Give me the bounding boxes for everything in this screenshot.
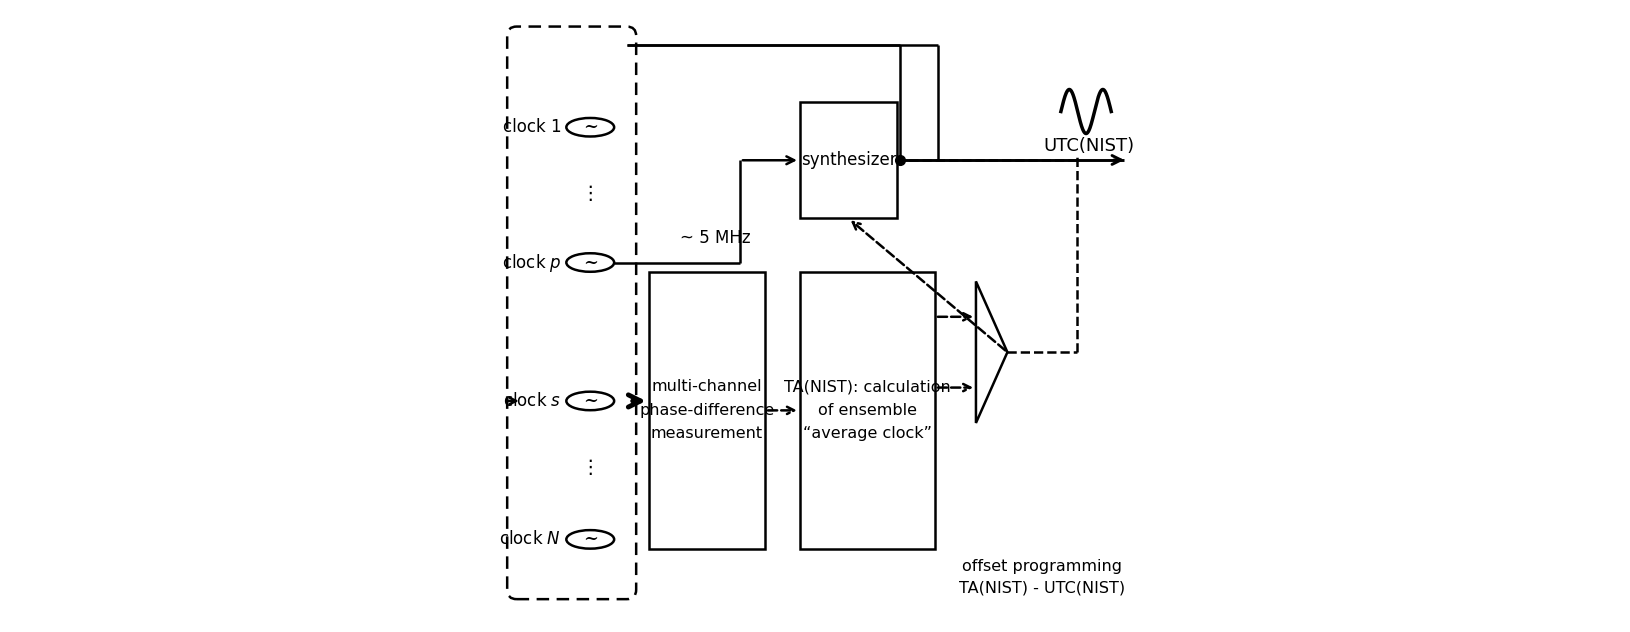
Text: ~: ~: [582, 253, 597, 272]
Text: ~ 5 MHz: ~ 5 MHz: [680, 229, 750, 246]
Text: multi-channel
phase-difference
measurement: multi-channel phase-difference measureme…: [639, 379, 774, 441]
Text: ⋮: ⋮: [580, 458, 600, 477]
Text: clock $N$: clock $N$: [499, 530, 561, 549]
FancyBboxPatch shape: [507, 27, 636, 599]
Text: clock $s$: clock $s$: [502, 392, 561, 410]
Text: clock $p$: clock $p$: [500, 252, 561, 274]
Bar: [799, 272, 934, 549]
Text: clock 1: clock 1: [502, 118, 561, 137]
Text: ⋮: ⋮: [580, 184, 600, 203]
Bar: [799, 102, 896, 219]
Text: ~: ~: [582, 118, 597, 137]
Text: synthesizer: synthesizer: [800, 151, 897, 169]
Text: offset programming
TA(NIST) - UTC(NIST): offset programming TA(NIST) - UTC(NIST): [958, 559, 1125, 595]
Text: ~: ~: [582, 530, 597, 549]
Text: TA(NIST): calculation
of ensemble
“average clock”: TA(NIST): calculation of ensemble “avera…: [784, 379, 950, 441]
Text: ~: ~: [582, 392, 597, 410]
Text: UTC(NIST): UTC(NIST): [1043, 137, 1134, 155]
Bar: [649, 272, 764, 549]
